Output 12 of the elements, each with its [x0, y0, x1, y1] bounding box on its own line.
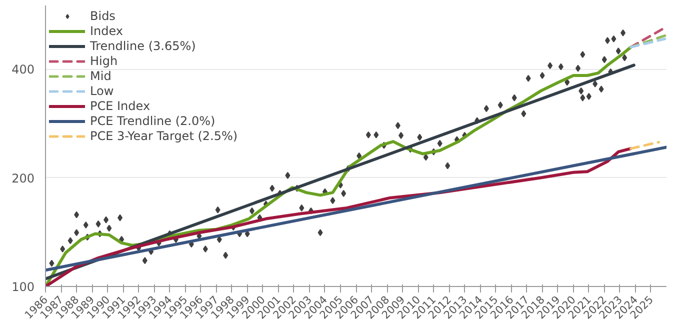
legend-label: Low	[90, 84, 114, 98]
legend-label: Mid	[90, 69, 112, 83]
legend-label: Bids	[90, 9, 116, 23]
legend-label: Index	[90, 24, 124, 38]
y-tick-label: 200	[12, 171, 34, 186]
legend-label: PCE 3-Year Target (2.5%)	[90, 129, 238, 143]
legend-label: PCE Index	[90, 99, 150, 113]
legend-label: Trendline (3.65%)	[90, 39, 196, 53]
y-tick-label: 100	[12, 280, 34, 294]
legend-label: High	[90, 54, 118, 68]
y-tick-label: 400	[12, 62, 34, 77]
legend-label: PCE Trendline (2.0%)	[90, 114, 216, 128]
